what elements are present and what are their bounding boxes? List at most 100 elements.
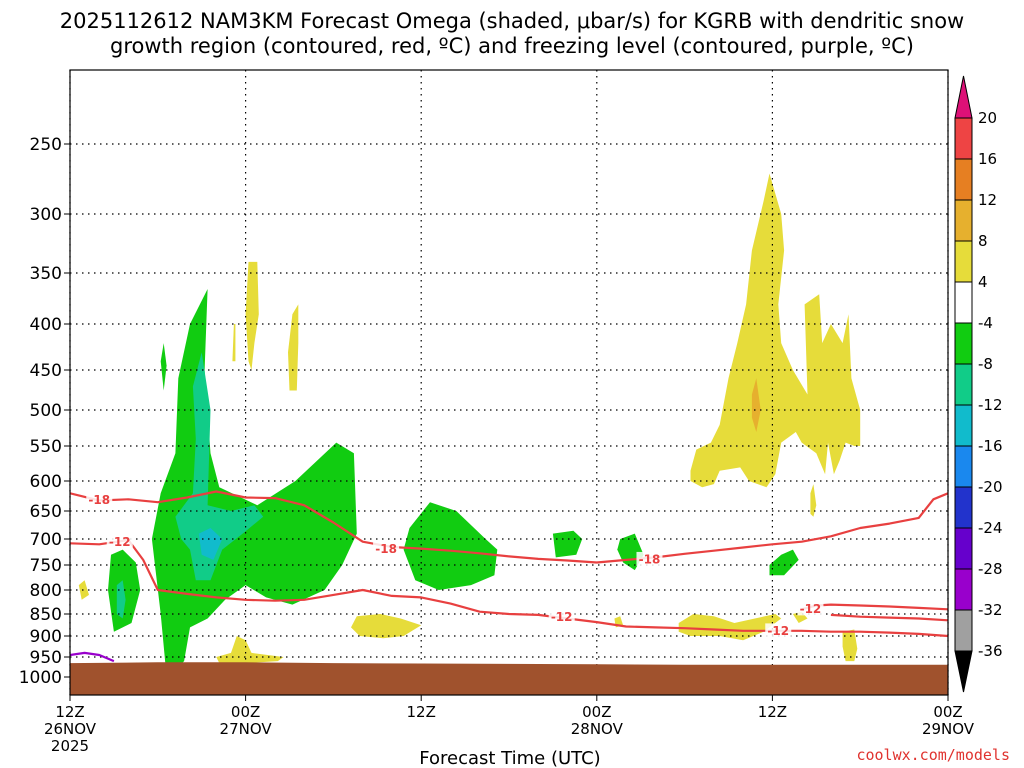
ytick-label-600: 600 <box>30 472 62 492</box>
contour-label-bg-isotherm-minus18-0 <box>86 492 113 507</box>
ytick-label-250: 250 <box>30 135 62 155</box>
contour-label-bg-isotherm-minus12-0 <box>106 534 133 549</box>
colorbar-segment--4-4 <box>954 281 973 324</box>
colorbar-label-8: 8 <box>978 232 988 250</box>
contour-freezing-level <box>70 651 115 663</box>
colorbar-label-4: 4 <box>978 273 988 291</box>
omega-region-downward-low-1 <box>351 614 422 639</box>
ytick-label-450: 450 <box>30 361 62 381</box>
colorbar-segment-8-12 <box>954 199 973 242</box>
colorbar-segment--28--24 <box>954 527 973 570</box>
xtick-label-h12-line1: 00Z <box>231 703 260 721</box>
ytick-label-900: 900 <box>30 627 62 647</box>
xtick-label-h0-line1: 12Z <box>55 703 84 721</box>
colorbar-label--8: -8 <box>978 355 993 373</box>
omega-region-downward-upper-1 <box>245 261 259 370</box>
contour-label-isotherm-minus18-1: -18 <box>375 542 397 556</box>
ytick-label-550: 550 <box>30 437 62 457</box>
omega-region-downward-strong <box>751 378 761 432</box>
colorbar-label-20: 20 <box>978 109 997 127</box>
omega-region-downward-late-small-2 <box>842 629 858 662</box>
ytick-label-500: 500 <box>30 401 62 421</box>
xtick-label-h36-line1: 00Z <box>582 703 611 721</box>
omega-region-upward-core <box>198 528 223 560</box>
colorbar-segment--8--4 <box>954 322 973 365</box>
omega-region-downward-sfc-2 <box>78 580 89 600</box>
surface-layer <box>70 662 948 695</box>
colorbar-segment-4-8 <box>954 240 973 283</box>
contour-label-bg-isotherm-minus12-2 <box>765 623 792 638</box>
ytick-label-650: 650 <box>30 502 62 522</box>
plot-frame <box>69 69 949 696</box>
credit-text: coolwx.com/models <box>856 746 1010 764</box>
colorbar-segment--36--32 <box>954 609 973 652</box>
ytick-label-400: 400 <box>30 315 62 335</box>
y-axis: 2503003504004505005506006507007508008509… <box>19 135 70 688</box>
omega-region-downward-late-small-1 <box>810 484 817 517</box>
xtick-label-h24-line1: 12Z <box>407 703 436 721</box>
omega-region-upward-small-1 <box>160 343 167 391</box>
contour-isotherm-minus18 <box>70 490 948 564</box>
xtick-label-h0-line3: 2025 <box>51 737 89 755</box>
colorbar-segment--32--28 <box>954 568 973 611</box>
contour-label-isotherm-minus12-0: -12 <box>109 535 131 549</box>
colorbar-label--32: -32 <box>978 601 1003 619</box>
colorbar-segment--20--16 <box>954 445 973 488</box>
omega-region-upward-late <box>769 549 799 576</box>
chart-title-line1: 2025112612 NAM3KM Forecast Omega (shaded… <box>60 9 964 33</box>
colorbar-segment--12--8 <box>954 363 973 406</box>
omega-region-downward-sfc-1 <box>216 636 284 664</box>
plot-area: -18 -18 -18 -12 -12 -12 -12 <box>69 69 949 696</box>
colorbar-segment-16-20 <box>954 117 973 160</box>
ytick-label-700: 700 <box>30 530 62 550</box>
ytick-label-750: 750 <box>30 556 62 576</box>
omega-region-downward-upper-2 <box>288 304 299 391</box>
ytick-label-950: 950 <box>30 648 62 668</box>
omega-region-downward-low-2 <box>678 614 782 641</box>
omega-region-downward-upper-3 <box>232 324 236 362</box>
xtick-label-h48-line1: 12Z <box>758 703 787 721</box>
colorbar-label--12: -12 <box>978 396 1003 414</box>
colorbar-label-16: 16 <box>978 150 997 168</box>
xtick-label-h0-line2: 26NOV <box>44 720 97 738</box>
colorbar-label--16: -16 <box>978 437 1003 455</box>
ytick-label-1000: 1000 <box>19 668 62 688</box>
colorbar-label--24: -24 <box>978 519 1003 537</box>
ytick-label-350: 350 <box>30 264 62 284</box>
x-axis-label: Forecast Time (UTC) <box>419 748 600 768</box>
colorbar-segment--24--20 <box>954 486 973 529</box>
colorbar-extend-low <box>954 650 973 693</box>
colorbar-segment-12-16 <box>954 158 973 201</box>
contour-label-isotherm-minus12-upper-0: -12 <box>800 602 822 616</box>
chart-title-line2: growth region (contoured, red, ºC) and f… <box>110 34 914 58</box>
omega-region-upward-mid-2 <box>552 530 583 558</box>
xtick-label-h36-line2: 28NOV <box>571 720 624 738</box>
ground-surface <box>70 662 948 695</box>
colorbar-label-12: 12 <box>978 191 997 209</box>
colorbar-label--36: -36 <box>978 642 1003 660</box>
contour-label-bg-isotherm-minus18-2 <box>636 551 663 566</box>
ytick-label-850: 850 <box>30 605 62 625</box>
omega-region-downward-late-big <box>690 173 861 488</box>
contour-layer: -18 -18 -18 -12 -12 -12 -12 <box>70 490 948 663</box>
contour-label-bg-isotherm-minus12-1 <box>548 609 575 624</box>
omega-shading-layer <box>78 173 861 677</box>
colorbar-label--28: -28 <box>978 560 1003 578</box>
colorbar: -36 -32 -28 -24 -20 -16 -12 -8 -4 4 8 12 16 20 <box>954 75 1003 693</box>
contour-label-isotherm-minus18-0: -18 <box>88 493 110 507</box>
omega-region-upward-strong <box>175 352 264 581</box>
omega-region-upward-mid-1 <box>403 502 498 590</box>
xtick-label-h60-line2: 29NOV <box>922 720 975 738</box>
contour-label-bg-isotherm-minus18-1 <box>373 541 400 556</box>
ytick-label-300: 300 <box>30 205 62 225</box>
colorbar-label--20: -20 <box>978 478 1003 496</box>
contour-label-isotherm-minus12-2: -12 <box>767 624 789 638</box>
contour-label-isotherm-minus18-2: -18 <box>639 552 661 566</box>
ytick-label-800: 800 <box>30 581 62 601</box>
contour-isotherm-minus12 <box>70 539 948 638</box>
contour-label-isotherm-minus12-1: -12 <box>551 610 573 624</box>
xtick-label-h60-line1: 00Z <box>933 703 962 721</box>
colorbar-segment--16--12 <box>954 404 973 447</box>
